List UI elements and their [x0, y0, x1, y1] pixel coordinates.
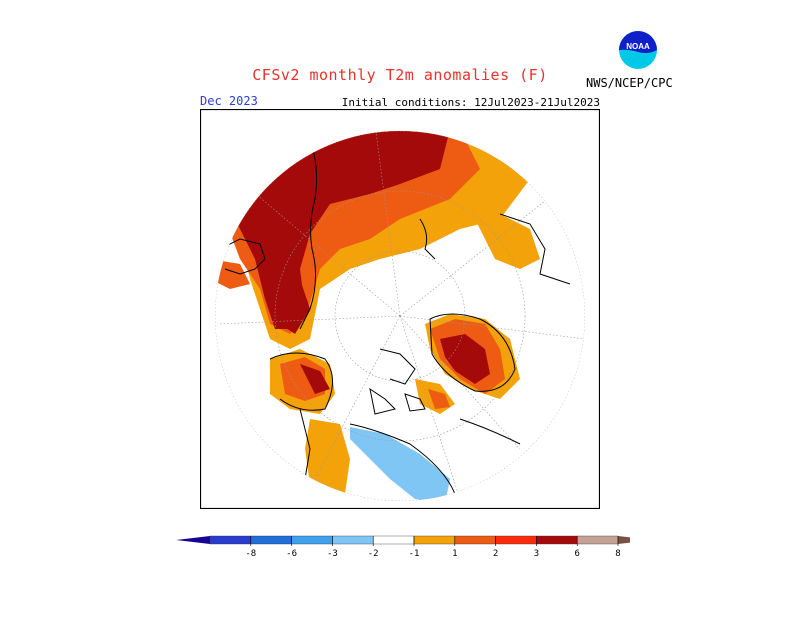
colorbar-swatch: [372, 535, 415, 545]
colorbar-tick-label: -3: [327, 549, 338, 559]
forecast-month: Dec 2023: [200, 94, 258, 108]
anomaly-region-siberia-cold: [350, 427, 450, 501]
agency-label: NWS/NCEP/CPC: [586, 76, 673, 90]
colorbar-tick-label: 2: [493, 549, 498, 559]
colorbar-ticks: -8 -6 -3 -2 -1 1 2 3 6 8: [245, 536, 621, 559]
colorbar-swatches: [176, 535, 652, 545]
colorbar-swatch: [454, 535, 496, 545]
colorbar-swatch: [536, 535, 578, 545]
colorbar-tick-label: 8: [615, 549, 620, 559]
anomaly-region-canada-dark: [440, 334, 490, 384]
map-border: [199, 108, 601, 510]
anomaly-field: [215, 131, 540, 501]
chart-title: CFSv2 monthly T2m anomalies (F): [252, 66, 548, 84]
colorbar-tick-label: 3: [534, 549, 539, 559]
colorbar-tick-label: 6: [574, 549, 579, 559]
colorbar-swatch: [250, 535, 292, 545]
logo-text: NOAA: [626, 42, 650, 51]
anomaly-region-kamchatka: [475, 214, 540, 269]
colorbar-swatch: [577, 535, 619, 545]
anomaly-region-north-africa: [275, 274, 310, 334]
anomaly-region-arctic-islands-mid: [428, 389, 450, 409]
colorbar-tick-label: -6: [286, 549, 297, 559]
anomaly-region-siberia: [305, 419, 350, 501]
colorbar: -8 -6 -3 -2 -1 1 2 3 6 8: [170, 530, 652, 570]
colorbar-tick-label: -8: [245, 549, 256, 559]
colorbar-tick-label: 1: [452, 549, 457, 559]
colorbar-swatch: [413, 535, 455, 545]
colorbar-tick-label: -2: [368, 549, 379, 559]
colorbar-swatch: [291, 535, 333, 545]
colorbar-swatch: [209, 535, 251, 545]
colorbar-swatch: [495, 535, 537, 545]
graticule: [215, 131, 585, 501]
colorbar-arrow-high: [618, 536, 652, 544]
initial-conditions: Initial conditions: 12Jul2023-21Jul2023: [341, 96, 600, 109]
anomaly-region-asia-dark: [300, 364, 330, 394]
colorbar-swatch: [332, 535, 374, 545]
colorbar-tick-label: -1: [409, 549, 420, 559]
colorbar-arrow-low: [176, 536, 210, 544]
polar-map: [199, 108, 601, 510]
noaa-logo: NOAA: [618, 30, 658, 70]
coastlines: [215, 138, 571, 501]
